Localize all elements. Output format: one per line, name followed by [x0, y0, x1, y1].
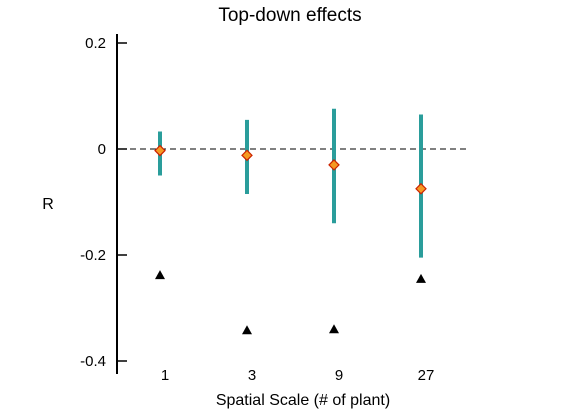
series-triangles	[155, 270, 426, 335]
triangle-point	[242, 325, 252, 335]
x-tick-label: 9	[335, 367, 343, 384]
triangle-point	[329, 324, 339, 334]
x-tick-label: 3	[248, 367, 256, 384]
mean-point	[154, 144, 166, 157]
mean-point	[328, 159, 340, 171]
mean-point	[415, 182, 427, 195]
y-tick-label: 0.2	[85, 35, 106, 52]
y-ticks: 0.2 0 -0.2 -0.4	[80, 35, 127, 370]
x-ticks: 1 3 9 27	[161, 367, 435, 384]
x-tick-label: 27	[418, 367, 435, 384]
y-axis-label: R	[42, 196, 54, 213]
mean-point	[241, 149, 253, 162]
y-tick-label: 0	[98, 141, 106, 158]
x-tick-label: 1	[161, 367, 169, 384]
x-axis-label: Spatial Scale (# of plant)	[216, 392, 390, 409]
triangle-point	[155, 270, 165, 280]
y-tick-label: -0.2	[80, 247, 106, 264]
triangle-point	[416, 273, 426, 283]
y-tick-label: -0.4	[80, 353, 106, 370]
chart-title: Top-down effects	[218, 5, 361, 26]
series-errorbars	[154, 108, 427, 258]
